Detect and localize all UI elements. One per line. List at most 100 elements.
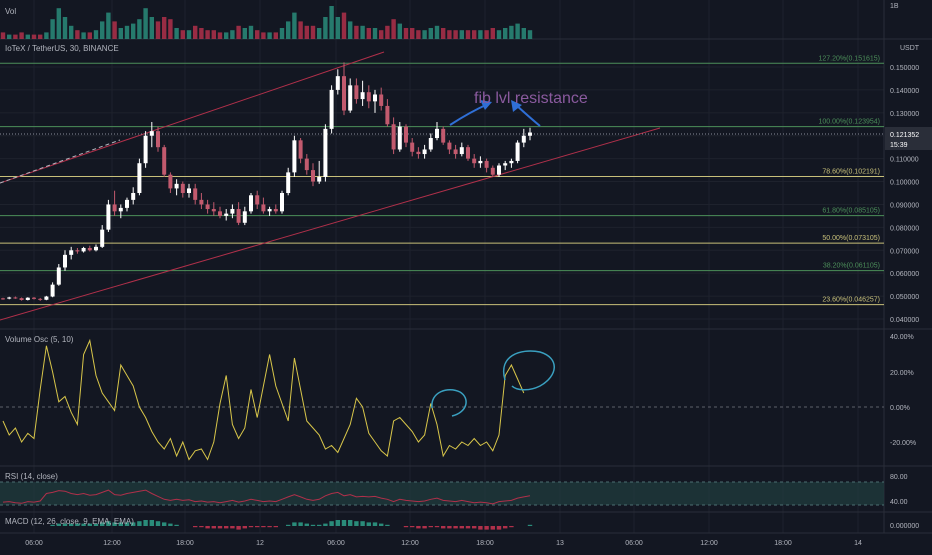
current-price-value: 0.121352 [890,132,919,139]
macd-bar [248,526,254,528]
macd-bar [422,526,427,529]
dashed-trend-line[interactable] [0,139,121,184]
candle-body [317,176,322,182]
trend-channel [0,51,661,321]
volume-bar [385,25,390,39]
macd-bar [410,526,415,528]
lower-trend-line[interactable] [0,127,661,321]
currency-label: USDT [900,45,920,52]
candle-body [50,284,55,297]
right-arrowhead [511,100,522,112]
candle-body [503,163,508,166]
macd-bar [434,526,440,528]
hand-drawn-circles [431,350,555,417]
volume-bar [44,32,49,39]
macd-bar [162,522,167,526]
time-tick-label: 18:00 [476,540,494,547]
upper-trend-line[interactable] [0,51,385,184]
macd-bar [428,526,433,528]
macd-bar [224,526,229,529]
price-tick-label: 0.100000 [890,180,919,187]
macd-bar [453,526,458,529]
volume-bar [13,34,18,39]
macd-bar [323,523,328,526]
price-tick-label: 0.150000 [890,65,919,72]
macd-bar [478,526,483,530]
volume-bar [224,32,229,39]
volume-bar [186,30,192,39]
candle-body [32,297,36,299]
macd-bar [81,523,86,526]
candle-body [441,128,446,143]
candle-body [56,267,61,285]
price-countdown: 15:39 [890,142,908,149]
volume-bar [391,19,396,39]
time-tick-label: 13 [556,540,564,547]
candle-body [224,213,229,216]
left-circle-drawing[interactable] [431,388,467,417]
macd-bar [335,520,340,526]
volume-bar [205,30,210,39]
volume-bar [292,12,297,40]
candle-body [236,209,241,223]
right-circle-drawing[interactable] [502,350,555,391]
volume-bar [137,19,142,39]
macd-bar [62,523,68,526]
osc-pane-label: Volume Osc (5, 10) [5,335,74,344]
candle-body [323,128,328,177]
volume-bar [261,32,266,39]
price-pane-label: IoTeX / TetherUS, 30, BINANCE [5,44,119,53]
macd-bar [131,522,136,526]
left-arrowhead [480,100,492,110]
candle-body [199,199,204,205]
volume-bar [31,34,37,39]
macd-bar [93,523,99,526]
candle-body [205,204,210,210]
candle-body [490,167,495,175]
volume-bar [317,28,322,39]
volume-bar [484,30,489,39]
time-tick-label: 12:00 [700,540,718,547]
volume-bar [174,28,179,39]
price-tick-label: 0.140000 [890,88,919,95]
candle-body [391,124,396,150]
candle-body [193,188,198,200]
volume-bar [131,23,136,39]
macd-bar [416,526,421,529]
volume-bar [100,21,105,39]
fib-label: 38.20%(0.061105) [823,263,880,270]
volume-bar [38,34,43,39]
rsi-line[interactable] [2,489,531,505]
time-tick-label: 06:00 [25,540,43,547]
volume-bar [143,8,148,39]
candle-body [360,92,365,100]
volume-bar [180,30,185,39]
candle-body [100,229,105,247]
volume-osc-line[interactable] [2,338,525,461]
volume-bar [335,17,340,39]
macd-bar [168,523,173,526]
macd-bar [87,523,92,526]
fib-resistance-annotation[interactable]: fib lvl resistance [474,90,588,107]
macd-bar [69,523,74,526]
macd-bar [459,526,464,529]
candle-body [7,297,12,299]
volume-bar [19,32,24,39]
candle-body [106,204,111,230]
macd-bar [472,526,477,529]
macd-bar [503,526,508,529]
candle-body [453,149,458,155]
volume-bar [416,30,421,39]
macd-bar [298,522,303,526]
candle-body [428,138,433,150]
candle-body [180,183,185,193]
volume-bar [286,21,291,39]
volume-bar [434,25,440,39]
candle-body [379,94,384,106]
candle-body [242,211,247,223]
candle-body [298,140,303,159]
volume-bar [106,12,111,40]
current-price-tag: 0.121352 15:39 [885,127,932,150]
volume-bar [75,30,80,39]
